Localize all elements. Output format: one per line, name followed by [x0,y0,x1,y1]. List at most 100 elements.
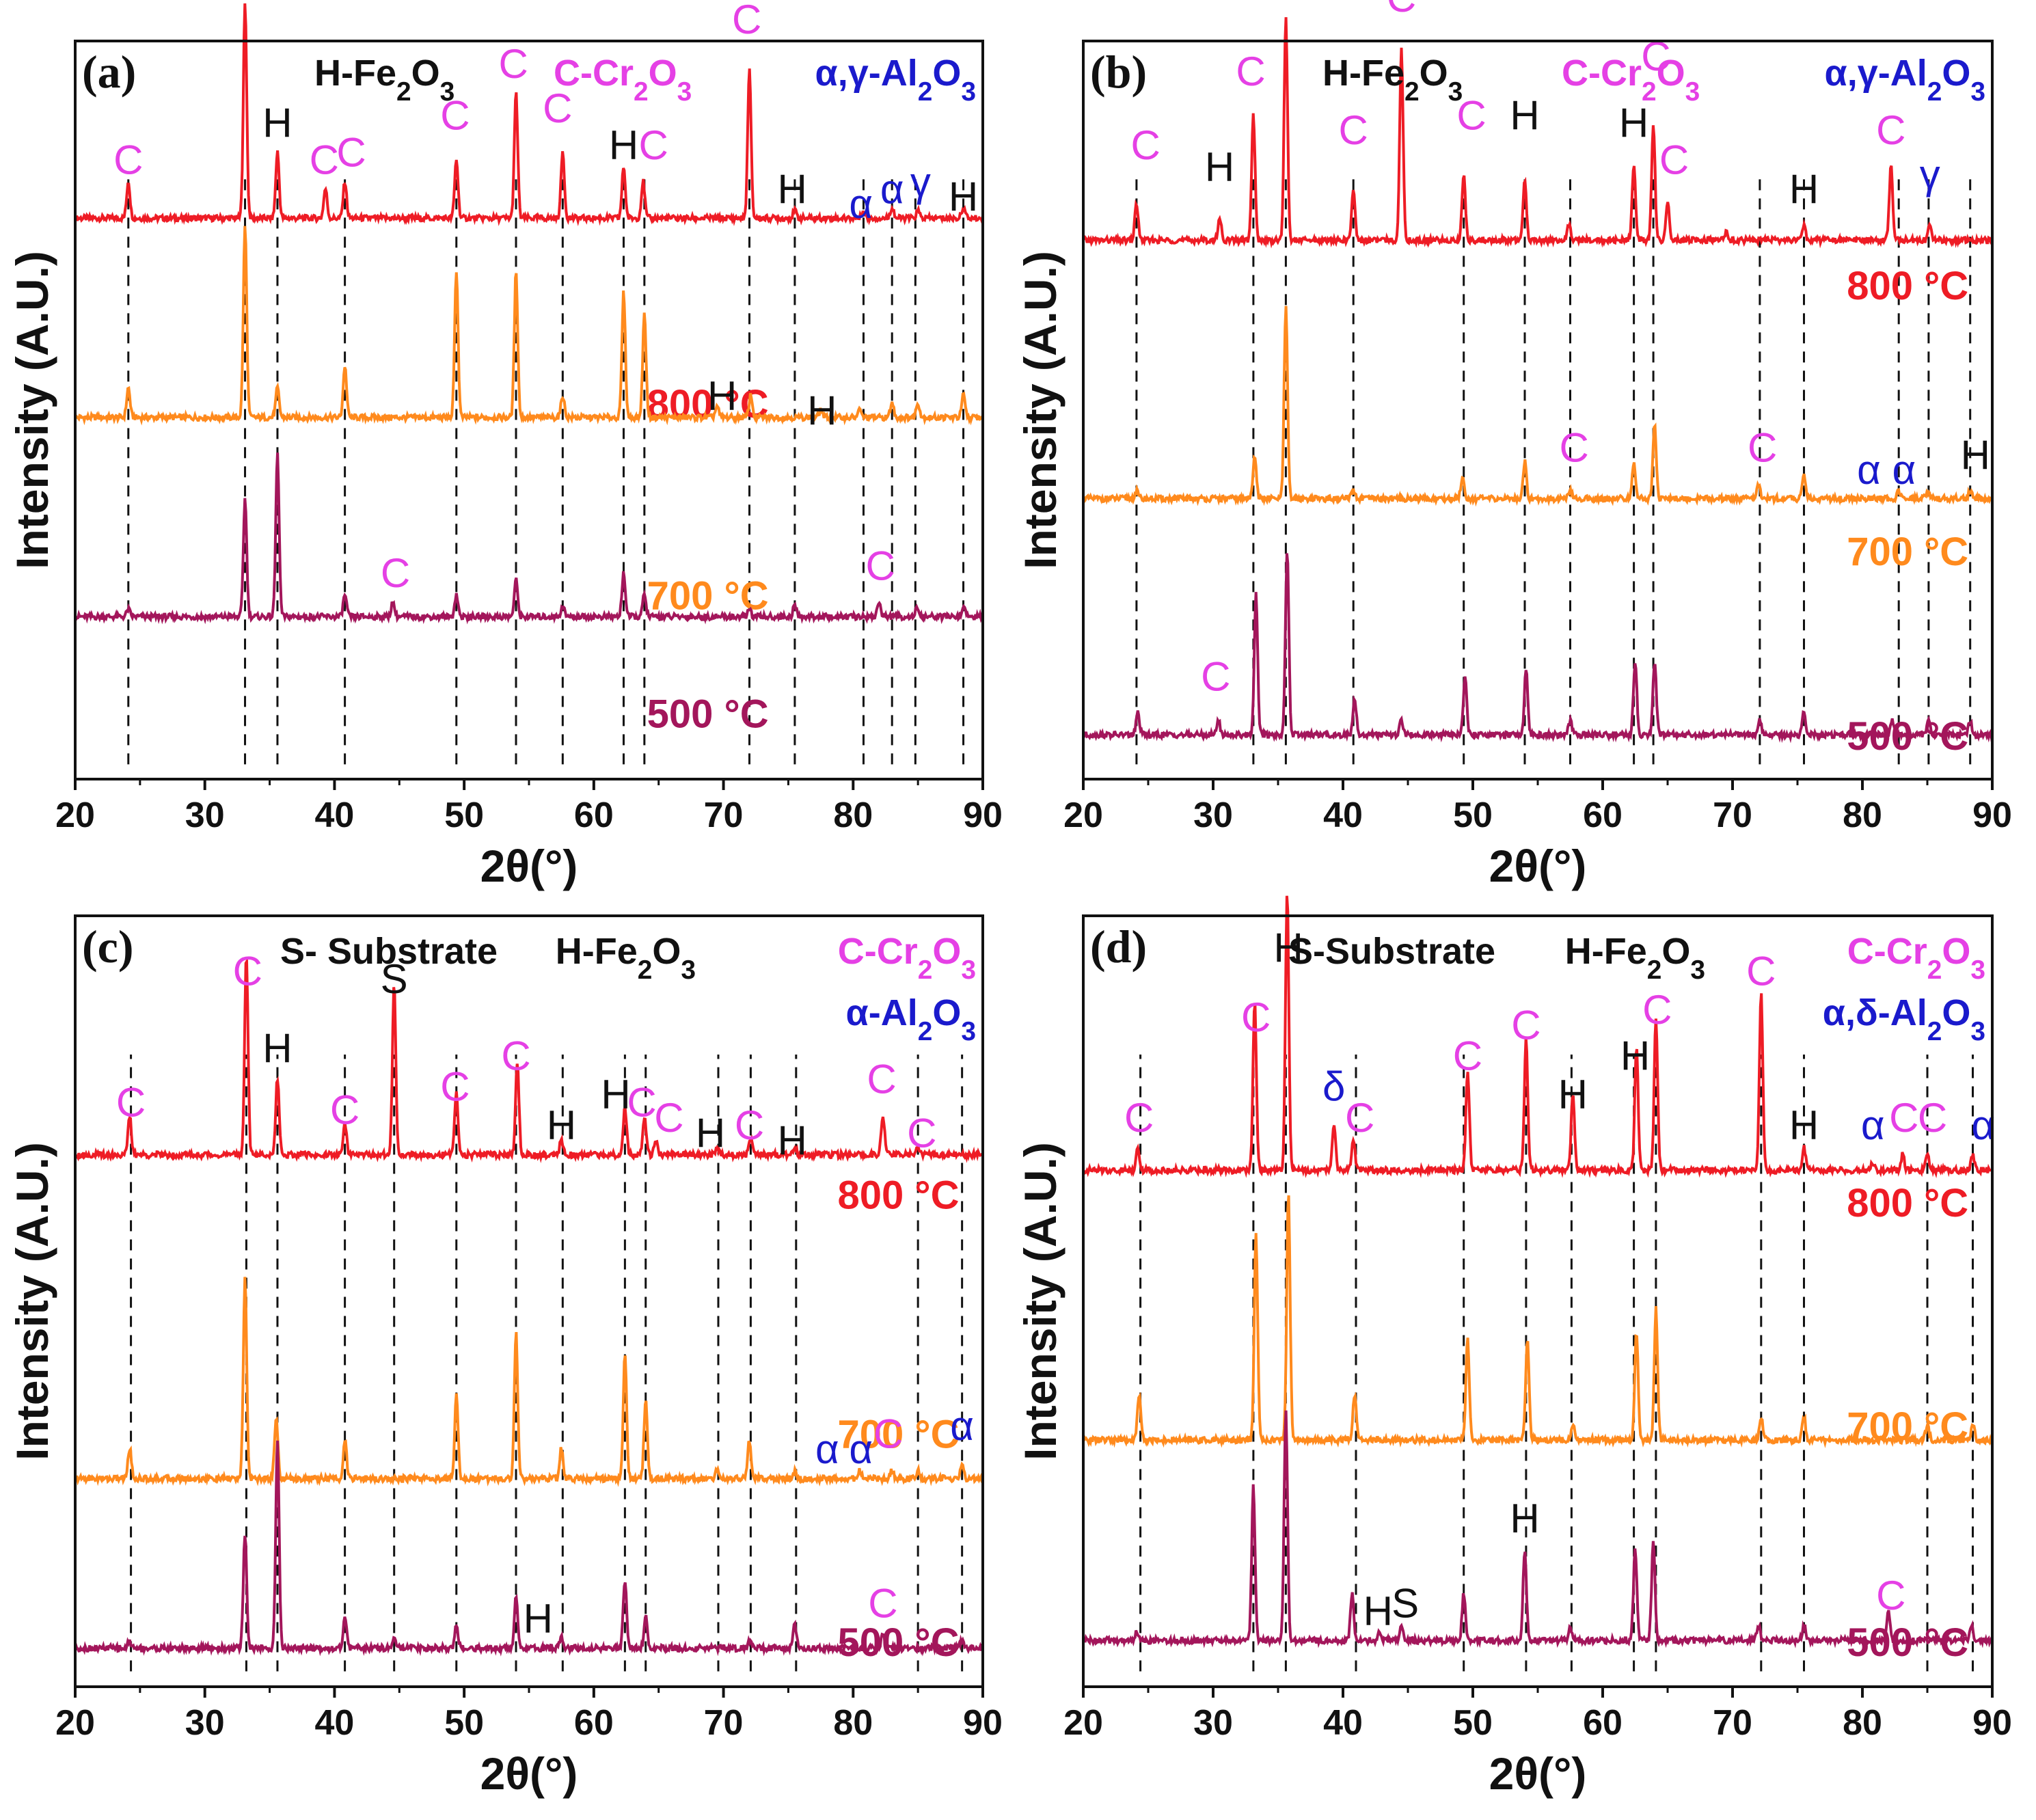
peak-annotation: C [1889,1095,1918,1141]
peak-annotation: H [949,174,978,219]
x-tick-label: 20 [55,796,95,835]
temperature-label: 500 °C [838,1620,960,1665]
legend-entry: C-Cr2O3 [1847,931,1985,985]
temperature-label: 500 °C [1847,714,1968,759]
peak-annotation: C [868,1580,897,1626]
legend-entry: H-Fe2O3 [1565,931,1705,985]
peak-annotation: C [543,85,572,131]
series-line-700C [74,1277,983,1487]
x-tick-label: 60 [574,1703,614,1743]
peak-annotation: C [1748,425,1777,471]
peak-annotation: C [867,1056,896,1102]
peak-annotation: C [1876,1573,1905,1618]
peak-annotation: H [1274,925,1303,971]
peak-annotation: C [865,543,895,588]
legend-entry: α-Al2O3 [846,992,976,1046]
peak-annotation: H [1961,432,1990,478]
series-line-800C [1083,895,1993,1179]
legend-entry: α,δ-Al2O3 [1823,992,1985,1046]
x-axis-title: 2θ(°) [1489,1748,1587,1799]
series-line-700C [1082,305,1994,507]
peak-annotation: C [1456,93,1486,139]
x-tick-label: 90 [963,796,1003,835]
peak-annotation: C [1236,49,1265,94]
peak-annotation: C [1511,1002,1540,1048]
x-tick-label: 60 [1583,796,1623,835]
legend-entry: H-Fe2O3 [1322,53,1463,107]
x-tick-label: 30 [185,1703,225,1743]
legend-entry: α,γ-Al2O3 [1825,53,1985,107]
x-tick-label: 70 [1713,796,1752,835]
temperature-label: 500 °C [647,692,769,736]
x-tick-label: 70 [1713,1703,1752,1743]
peak-annotation: α [815,1426,839,1472]
peak-annotation: C [501,1033,530,1079]
x-tick-label: 90 [1972,796,2012,835]
x-tick-label: 70 [704,796,744,835]
y-axis-title: Intensity (A.U.) [7,1142,57,1461]
panel-label: (c) [82,921,133,973]
peak-annotation: H [1510,93,1539,139]
x-tick-label: 50 [1453,1703,1493,1743]
peak-annotation: C [1345,1095,1374,1141]
peak-annotation: C [1642,987,1672,1033]
temperature-label: 800 °C [838,1173,960,1218]
x-tick-label: 60 [574,796,614,835]
x-axis-title: 2θ(°) [1489,841,1587,891]
peak-annotation: H [807,388,837,434]
series-line-700C [74,226,984,426]
peak-annotation: C [1124,1095,1154,1141]
peak-annotation: δ [1322,1064,1345,1110]
y-axis-title: Intensity (A.U.) [1015,251,1065,569]
x-tick-label: 40 [315,1703,355,1743]
peak-annotation: H [1789,1102,1819,1148]
peak-annotation: H [777,1118,806,1164]
peak-annotation: α [1857,447,1881,493]
panel-label: (b) [1090,46,1147,98]
legend-entry: S- Substrate [280,931,498,972]
peak-annotation: C [440,1064,470,1110]
x-tick-label: 40 [315,796,355,835]
x-tick-label: 30 [1193,796,1233,835]
x-tick-label: 50 [444,1703,484,1743]
peak-annotation: C [1746,949,1776,994]
x-tick-label: 30 [1193,1703,1233,1743]
temperature-label: 700 °C [1847,1404,1968,1449]
temperature-label: 800 °C [1847,1181,1968,1225]
x-axis-title: 2θ(°) [480,1748,578,1799]
peak-annotation: C [1453,1033,1482,1079]
peak-annotation: C [638,122,668,168]
peak-annotation: α [849,181,873,227]
peak-annotation: C [873,1411,903,1456]
series-line-500C [74,1440,983,1657]
peak-annotation: γ [910,159,931,205]
peak-annotation: H [1620,1033,1650,1079]
peak-annotation: H [524,1596,553,1642]
peak-annotation: C [113,137,143,182]
series-line-500C [74,452,984,625]
peak-annotation: H [262,1025,292,1071]
x-tick-label: 40 [1323,796,1363,835]
peak-annotation: C [233,949,262,994]
peak-annotation: H [1558,1072,1588,1117]
legend-entry: H-Fe2O3 [314,53,454,107]
temperature-label: 800 °C [1847,264,1968,308]
peak-annotation: C [1241,994,1271,1040]
y-axis-title: Intensity (A.U.) [1015,1142,1065,1461]
temperature-label: 700 °C [838,1412,960,1456]
peak-annotation: α [1892,447,1916,493]
peak-annotation: H [262,100,292,146]
peak-annotation: C [336,130,366,176]
peak-annotation: H [601,1072,630,1117]
peak-annotation: C [1560,425,1589,471]
peak-annotation: C [381,550,410,596]
peak-annotation: C [627,1079,656,1125]
series-line-800C [74,957,984,1163]
series-line-800C [1083,17,1994,249]
x-tick-label: 90 [963,1703,1003,1743]
